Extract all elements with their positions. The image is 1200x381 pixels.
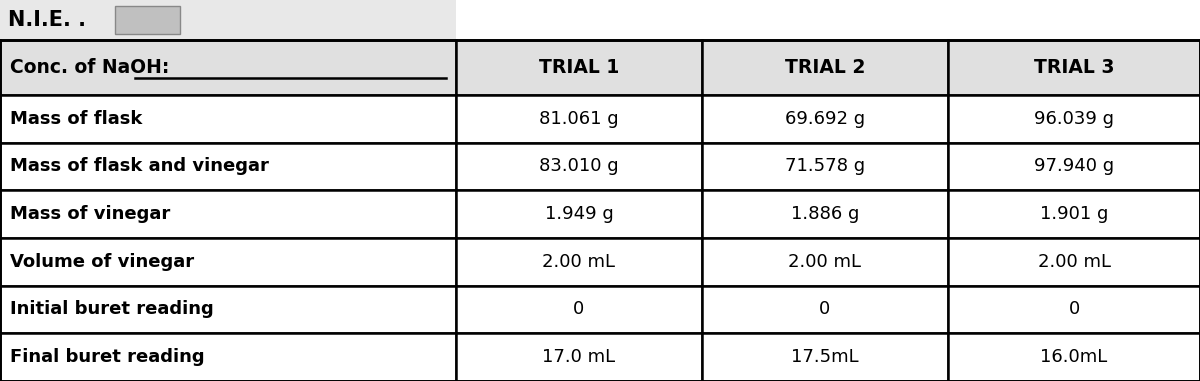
Bar [0,190,456,238]
Text: Mass of flask: Mass of flask [10,110,143,128]
Text: 83.010 g: 83.010 g [539,157,619,176]
Bar [456,40,702,95]
Bar [456,142,702,190]
Bar [456,95,702,142]
Bar [0,333,456,381]
Text: Final buret reading: Final buret reading [10,348,205,366]
Bar [702,286,948,333]
Bar [0,95,456,142]
Text: 2.00 mL: 2.00 mL [1038,253,1110,271]
Text: TRIAL 3: TRIAL 3 [1033,58,1115,77]
Bar [948,40,1200,95]
Bar [948,238,1200,286]
Text: 0: 0 [574,301,584,319]
Bar [702,142,948,190]
Text: 2.00 mL: 2.00 mL [788,253,862,271]
Bar [0,142,456,190]
Text: Mass of vinegar: Mass of vinegar [10,205,170,223]
Text: 16.0mL: 16.0mL [1040,348,1108,366]
Text: Volume of vinegar: Volume of vinegar [10,253,194,271]
Text: 0: 0 [1068,301,1080,319]
Bar [456,333,702,381]
Bar [0,286,456,333]
Bar [115,6,180,34]
Bar [456,238,702,286]
Text: 1.886 g: 1.886 g [791,205,859,223]
Text: 81.061 g: 81.061 g [539,110,619,128]
Text: 2.00 mL: 2.00 mL [542,253,616,271]
Text: N.I.E. .: N.I.E. . [8,10,86,30]
Text: Initial buret reading: Initial buret reading [10,301,214,319]
Bar [702,238,948,286]
Text: 96.039 g: 96.039 g [1034,110,1114,128]
Bar [702,333,948,381]
Text: TRIAL 1: TRIAL 1 [539,58,619,77]
Text: 71.578 g: 71.578 g [785,157,865,176]
Text: 17.0 mL: 17.0 mL [542,348,616,366]
Text: 17.5mL: 17.5mL [791,348,859,366]
Bar [948,142,1200,190]
Text: 1.949 g: 1.949 g [545,205,613,223]
Bar [948,286,1200,333]
Text: Mass of flask and vinegar: Mass of flask and vinegar [10,157,269,176]
Bar [0,0,456,40]
Bar [0,238,456,286]
Bar [702,40,948,95]
Bar [948,333,1200,381]
Bar [0,40,456,95]
Bar [702,95,948,142]
Bar [456,190,702,238]
Text: Conc. of NaOH:: Conc. of NaOH: [10,58,169,77]
Text: 1.901 g: 1.901 g [1040,205,1108,223]
Bar [456,286,702,333]
Text: TRIAL 2: TRIAL 2 [785,58,865,77]
Bar [702,190,948,238]
Bar [0,0,1200,40]
Text: 69.692 g: 69.692 g [785,110,865,128]
Bar [948,95,1200,142]
Bar [948,190,1200,238]
Text: 97.940 g: 97.940 g [1034,157,1114,176]
Text: 0: 0 [820,301,830,319]
